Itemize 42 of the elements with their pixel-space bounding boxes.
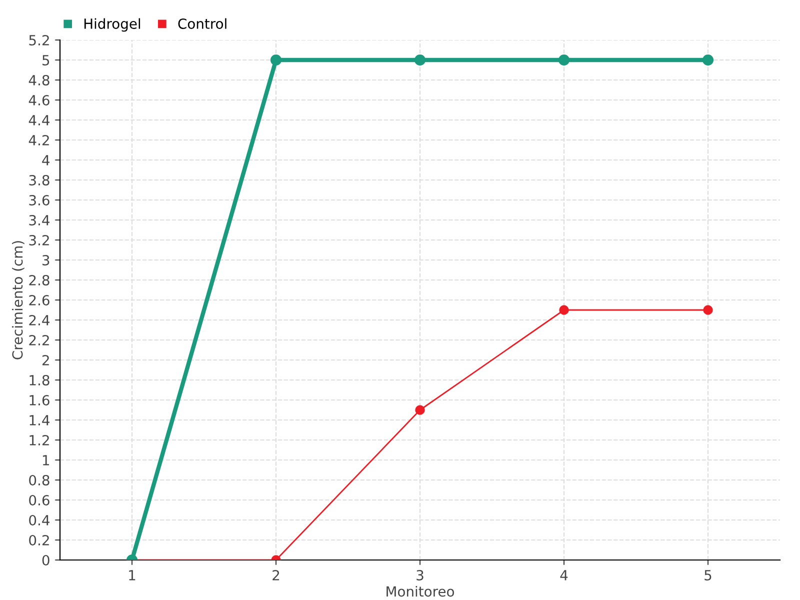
y-tick-label: 0 [42,554,50,566]
y-tick-label: 3.6 [29,194,50,206]
y-tick-label: 4 [42,155,50,166]
y-tick-label: 2.2 [29,334,49,346]
y-tick-label: 0.2 [29,534,49,546]
y-tick-label: 3.2 [29,234,49,246]
y-tick-label: 2.8 [29,274,50,286]
x-tick-label: 1 [129,570,136,580]
y-tick-label: 3.8 [29,174,50,186]
x-tick-label: 2 [272,570,280,580]
legend-label: Hidrogel [84,18,140,32]
y-axis-title: Crecimiento (cm) [12,241,24,360]
x-tick-label: 4 [560,570,568,580]
y-tick-label: 0.4 [29,514,50,526]
x-tick-label: 5 [704,570,712,580]
y-tick-label: 4.6 [28,94,50,106]
y-tick-label: 1.4 [30,415,50,426]
x-axis-title: Monitoreo [386,586,454,597]
point [559,305,569,315]
y-tick-label: 1.8 [30,374,50,386]
point [558,54,570,66]
point [703,305,713,315]
y-tick-label: 4.2 [28,134,49,146]
y-tick-label: 1 [42,455,49,466]
y-tick-label: 5.2 [29,34,49,46]
y-tick-label: 3.4 [29,214,50,226]
y-tick-label: 1.2 [30,434,49,446]
y-tick-label: 5 [42,55,50,66]
point [270,54,282,66]
y-tick-label: 4.4 [28,115,50,126]
y-tick-label: 2.6 [29,294,50,306]
y-tick-label: 2.4 [29,314,50,326]
y-tick-label: 1.6 [30,394,50,406]
y-tick-label: 3 [42,254,50,266]
y-tick-label: 4.8 [28,74,50,86]
y-tick-label: 0.6 [29,494,50,506]
y-tick-label: 2 [42,354,49,366]
x-tick-label: 3 [416,570,424,580]
point [702,54,714,66]
point [414,54,426,66]
y-tick-label: 0.8 [29,474,50,486]
legend-label: Control [178,18,226,29]
